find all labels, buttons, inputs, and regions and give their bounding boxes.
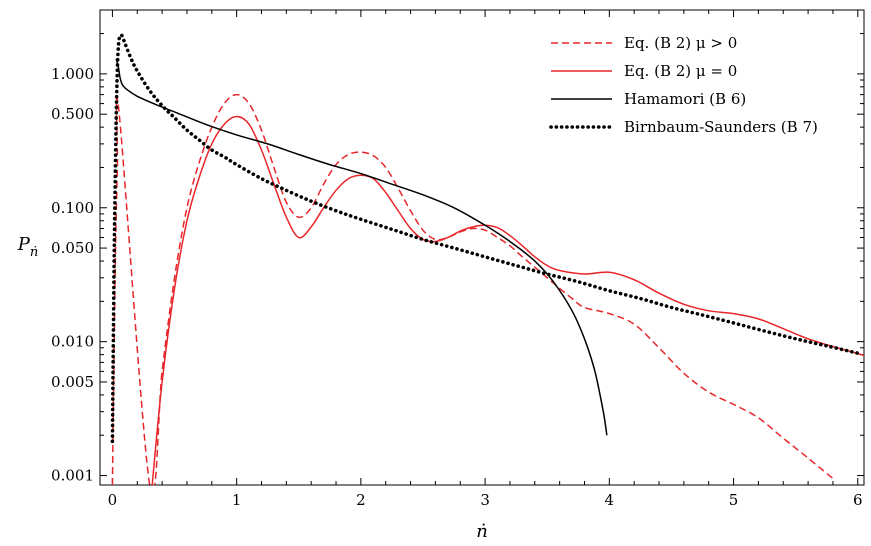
x-tick-label: 6 bbox=[853, 491, 863, 509]
legend-label: Eq. (B 2) μ > 0 bbox=[624, 34, 737, 52]
y-axis-title: Pṅ bbox=[17, 234, 39, 260]
y-tick-label: 0.500 bbox=[51, 105, 94, 123]
x-tick-label: 2 bbox=[356, 491, 366, 509]
x-tick-label: 5 bbox=[729, 491, 739, 509]
x-tick-label: 3 bbox=[480, 491, 490, 509]
series-line-3 bbox=[115, 58, 608, 436]
legend-label: Eq. (B 2) μ = 0 bbox=[624, 62, 737, 80]
series-line-2 bbox=[151, 115, 864, 485]
y-tick-label: 0.100 bbox=[51, 199, 94, 217]
x-tick-label: 0 bbox=[108, 491, 118, 509]
y-tick-label: 0.010 bbox=[51, 333, 94, 351]
y-tick-label: 0.005 bbox=[51, 373, 94, 391]
plot-frame bbox=[99, 9, 865, 486]
legend: Eq. (B 2) μ > 0 Eq. (B 2) μ = 0 Hamamori (… bbox=[549, 34, 818, 136]
y-tick-label: 0.050 bbox=[51, 239, 94, 257]
ticks-layer: 0 1 2 3 4 5 6 0.001 0.005 0.010 0.050 0.100 0.500 1.0… bbox=[51, 9, 864, 509]
y-axis-title-main: P bbox=[17, 234, 31, 255]
series-line-4 bbox=[110, 33, 860, 444]
y-axis-title-sub: ṅ bbox=[30, 245, 38, 260]
x-axis-title: ṅ bbox=[476, 521, 488, 542]
legend-label: Birnbaum-Saunders (B 7) bbox=[624, 118, 818, 136]
y-tick-label: 0.001 bbox=[51, 467, 94, 485]
y-tick-label: 1.000 bbox=[51, 65, 94, 83]
x-tick-label: 4 bbox=[605, 491, 615, 509]
series-line-1 bbox=[111, 93, 834, 485]
series-layer bbox=[110, 33, 864, 485]
x-tick-label: 1 bbox=[232, 491, 242, 509]
legend-label: Hamamori (B 6) bbox=[624, 90, 746, 108]
